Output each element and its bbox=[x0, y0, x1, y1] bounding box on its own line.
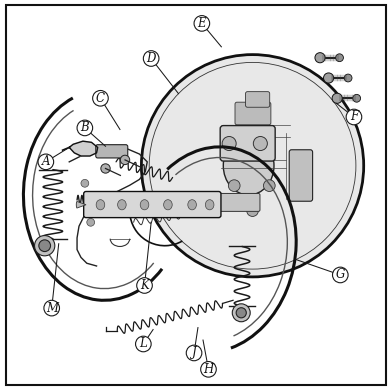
Circle shape bbox=[194, 16, 210, 31]
Circle shape bbox=[232, 304, 250, 322]
Ellipse shape bbox=[205, 200, 214, 210]
Wedge shape bbox=[76, 201, 86, 208]
Ellipse shape bbox=[118, 200, 126, 210]
Circle shape bbox=[346, 109, 362, 125]
FancyBboxPatch shape bbox=[235, 102, 271, 125]
Circle shape bbox=[201, 362, 216, 377]
Circle shape bbox=[85, 201, 93, 209]
Text: G: G bbox=[336, 268, 345, 282]
Circle shape bbox=[77, 120, 93, 136]
FancyBboxPatch shape bbox=[83, 191, 221, 218]
Circle shape bbox=[332, 267, 348, 283]
Circle shape bbox=[253, 136, 267, 151]
Circle shape bbox=[222, 136, 236, 151]
FancyBboxPatch shape bbox=[220, 126, 275, 161]
Text: L: L bbox=[140, 337, 147, 351]
Text: K: K bbox=[140, 279, 149, 292]
Text: E: E bbox=[198, 17, 206, 30]
FancyBboxPatch shape bbox=[96, 145, 128, 158]
Text: F: F bbox=[350, 110, 358, 124]
Circle shape bbox=[229, 180, 240, 191]
Circle shape bbox=[120, 155, 130, 165]
Circle shape bbox=[39, 240, 51, 252]
Circle shape bbox=[247, 205, 258, 216]
Text: J: J bbox=[192, 346, 196, 360]
FancyBboxPatch shape bbox=[245, 92, 270, 107]
Circle shape bbox=[101, 164, 110, 173]
Circle shape bbox=[136, 336, 151, 352]
Ellipse shape bbox=[223, 136, 274, 195]
Ellipse shape bbox=[140, 200, 149, 210]
Text: B: B bbox=[80, 121, 89, 135]
Text: H: H bbox=[203, 363, 214, 376]
Circle shape bbox=[44, 300, 60, 316]
Circle shape bbox=[353, 94, 361, 102]
Circle shape bbox=[38, 154, 54, 170]
Polygon shape bbox=[69, 141, 98, 156]
Circle shape bbox=[142, 55, 364, 277]
Circle shape bbox=[93, 90, 108, 106]
Circle shape bbox=[34, 236, 55, 256]
Circle shape bbox=[87, 218, 94, 226]
Ellipse shape bbox=[188, 200, 196, 210]
Circle shape bbox=[81, 179, 89, 187]
Circle shape bbox=[263, 180, 275, 191]
Circle shape bbox=[344, 74, 352, 82]
Text: M: M bbox=[46, 301, 58, 315]
Text: A: A bbox=[42, 155, 50, 168]
FancyBboxPatch shape bbox=[289, 150, 312, 201]
Circle shape bbox=[332, 93, 342, 103]
Ellipse shape bbox=[163, 200, 172, 210]
FancyBboxPatch shape bbox=[216, 193, 260, 211]
Circle shape bbox=[315, 53, 325, 63]
Circle shape bbox=[186, 345, 202, 361]
Circle shape bbox=[236, 308, 246, 318]
Text: D: D bbox=[147, 52, 156, 65]
Circle shape bbox=[336, 54, 343, 62]
Circle shape bbox=[323, 73, 334, 83]
Ellipse shape bbox=[96, 200, 105, 210]
Circle shape bbox=[137, 278, 152, 293]
Text: C: C bbox=[96, 92, 105, 105]
Circle shape bbox=[143, 51, 159, 66]
